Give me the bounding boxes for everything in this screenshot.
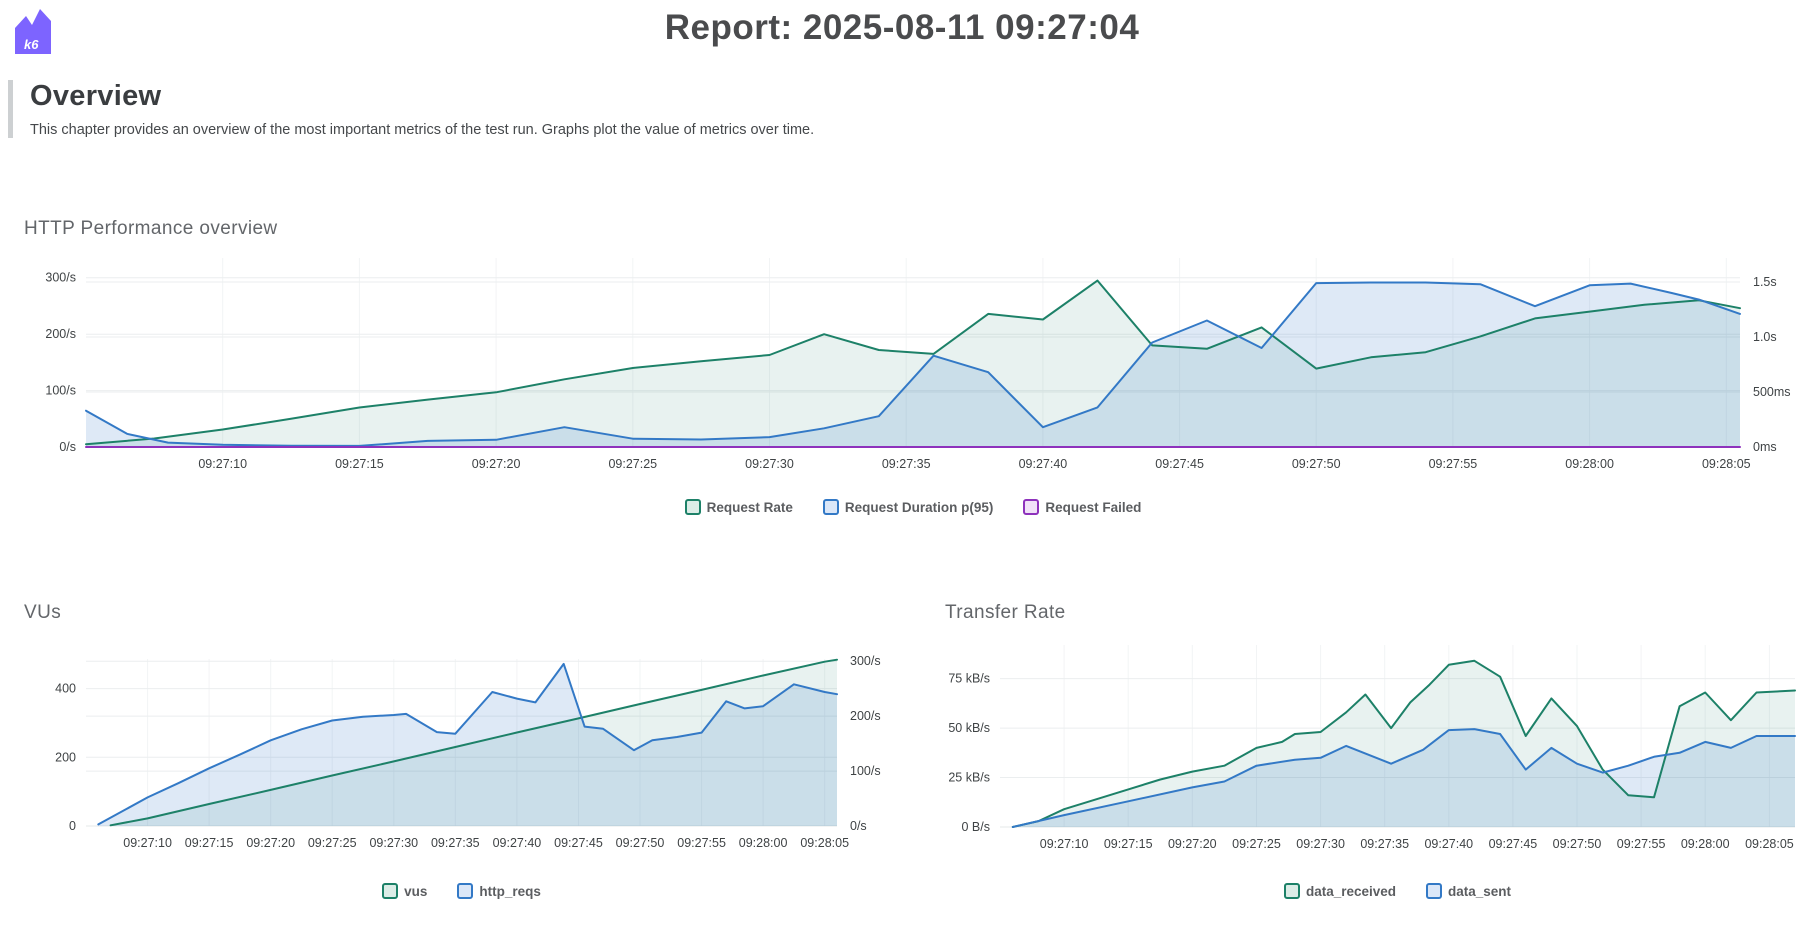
legend-swatch-icon bbox=[1426, 883, 1443, 899]
svg-text:25 kB/s: 25 kB/s bbox=[948, 771, 990, 785]
legend-swatch-icon bbox=[1283, 883, 1300, 899]
svg-text:0/s: 0/s bbox=[59, 440, 76, 454]
svg-text:100/s: 100/s bbox=[45, 384, 76, 398]
svg-text:09:27:35: 09:27:35 bbox=[431, 836, 480, 850]
svg-text:09:27:25: 09:27:25 bbox=[1232, 837, 1281, 851]
svg-text:300/s: 300/s bbox=[850, 654, 881, 668]
legend-swatch-icon bbox=[822, 499, 839, 515]
svg-text:09:27:15: 09:27:15 bbox=[185, 836, 234, 850]
svg-text:09:27:10: 09:27:10 bbox=[1040, 837, 1089, 851]
svg-text:200/s: 200/s bbox=[850, 709, 881, 723]
svg-text:09:27:45: 09:27:45 bbox=[1155, 457, 1204, 471]
svg-text:50 kB/s: 50 kB/s bbox=[948, 721, 990, 735]
svg-text:09:27:15: 09:27:15 bbox=[1104, 837, 1153, 851]
legend-label: data_sent bbox=[1448, 883, 1512, 899]
legend-label: data_received bbox=[1305, 883, 1397, 899]
legend-item-data-received[interactable]: data_received bbox=[1283, 883, 1397, 899]
svg-text:09:27:10: 09:27:10 bbox=[123, 836, 172, 850]
svg-text:09:27:50: 09:27:50 bbox=[616, 836, 665, 850]
svg-text:09:27:35: 09:27:35 bbox=[1360, 837, 1409, 851]
svg-text:400: 400 bbox=[55, 682, 76, 696]
svg-text:300/s: 300/s bbox=[45, 271, 76, 285]
legend-label: Request Duration p(95) bbox=[844, 499, 994, 515]
svg-text:09:27:20: 09:27:20 bbox=[472, 457, 521, 471]
svg-text:100/s: 100/s bbox=[850, 764, 881, 778]
svg-text:1.0s: 1.0s bbox=[1753, 330, 1777, 344]
legend-item-request-rate[interactable]: Request Rate bbox=[684, 499, 793, 515]
svg-text:09:27:55: 09:27:55 bbox=[1429, 457, 1478, 471]
svg-text:0ms: 0ms bbox=[1753, 440, 1777, 454]
svg-text:09:27:30: 09:27:30 bbox=[745, 457, 794, 471]
legend-swatch-icon bbox=[1023, 499, 1040, 515]
svg-text:09:27:25: 09:27:25 bbox=[608, 457, 657, 471]
svg-text:09:27:40: 09:27:40 bbox=[493, 836, 542, 850]
svg-text:0 B/s: 0 B/s bbox=[962, 820, 991, 834]
svg-text:09:27:55: 09:27:55 bbox=[677, 836, 726, 850]
legend-item-http-reqs[interactable]: http_reqs bbox=[457, 883, 541, 899]
svg-text:09:27:50: 09:27:50 bbox=[1553, 837, 1602, 851]
vus-legend: vus http_reqs bbox=[86, 880, 837, 902]
svg-text:09:28:05: 09:28:05 bbox=[1745, 837, 1794, 851]
legend-label: Request Rate bbox=[706, 499, 793, 515]
legend-item-data-sent[interactable]: data_sent bbox=[1426, 883, 1511, 899]
svg-text:09:28:00: 09:28:00 bbox=[1565, 457, 1614, 471]
svg-text:k6: k6 bbox=[24, 37, 39, 52]
legend-swatch-icon bbox=[684, 499, 701, 515]
svg-text:09:28:00: 09:28:00 bbox=[739, 836, 788, 850]
svg-text:200/s: 200/s bbox=[45, 327, 76, 341]
svg-text:09:27:15: 09:27:15 bbox=[335, 457, 384, 471]
svg-text:09:28:05: 09:28:05 bbox=[800, 836, 849, 850]
legend-item-request-failed[interactable]: Request Failed bbox=[1023, 499, 1141, 515]
legend-item-request-duration-p-95-[interactable]: Request Duration p(95) bbox=[822, 499, 994, 515]
legend-label: vus bbox=[404, 883, 428, 899]
svg-text:200: 200 bbox=[55, 750, 76, 764]
svg-text:09:28:00: 09:28:00 bbox=[1681, 837, 1730, 851]
svg-text:1.5s: 1.5s bbox=[1753, 275, 1777, 289]
svg-text:500ms: 500ms bbox=[1753, 385, 1791, 399]
svg-text:0: 0 bbox=[69, 819, 76, 833]
svg-text:09:27:45: 09:27:45 bbox=[554, 836, 603, 850]
page-title: Report: 2025-08-11 09:27:04 bbox=[664, 8, 1140, 47]
svg-text:09:27:40: 09:27:40 bbox=[1424, 837, 1473, 851]
svg-text:09:27:20: 09:27:20 bbox=[1168, 837, 1217, 851]
chart-title-http-performance: HTTP Performance overview bbox=[24, 218, 278, 239]
svg-text:09:27:30: 09:27:30 bbox=[1296, 837, 1345, 851]
svg-text:09:27:30: 09:27:30 bbox=[369, 836, 418, 850]
legend-swatch-icon bbox=[457, 883, 474, 899]
section-description: This chapter provides an overview of the… bbox=[30, 122, 815, 138]
svg-text:75 kB/s: 75 kB/s bbox=[948, 672, 990, 686]
svg-text:09:27:50: 09:27:50 bbox=[1292, 457, 1341, 471]
svg-text:09:27:45: 09:27:45 bbox=[1489, 837, 1538, 851]
svg-text:09:27:40: 09:27:40 bbox=[1019, 457, 1068, 471]
svg-text:09:27:10: 09:27:10 bbox=[198, 457, 247, 471]
chart-title-vus: VUs bbox=[24, 602, 62, 623]
overview-section: Overview This chapter provides an overvi… bbox=[8, 80, 1430, 138]
legend-swatch-icon bbox=[382, 883, 399, 899]
http-performance-legend: Request Rate Request Duration p(95) Reques… bbox=[86, 496, 1740, 518]
legend-label: Request Failed bbox=[1045, 499, 1142, 515]
legend-item-vus[interactable]: vus bbox=[382, 883, 427, 899]
section-title: Overview bbox=[30, 80, 162, 112]
svg-text:09:27:25: 09:27:25 bbox=[308, 836, 357, 850]
k6-logo-icon: k6 bbox=[15, 9, 51, 54]
svg-text:09:27:20: 09:27:20 bbox=[246, 836, 295, 850]
chart-title-transfer-rate: Transfer Rate bbox=[945, 602, 1066, 623]
legend-label: http_reqs bbox=[479, 883, 541, 899]
transfer-rate-legend: data_received data_sent bbox=[1000, 880, 1795, 902]
svg-text:09:27:35: 09:27:35 bbox=[882, 457, 931, 471]
svg-text:0/s: 0/s bbox=[850, 819, 867, 833]
svg-text:09:27:55: 09:27:55 bbox=[1617, 837, 1666, 851]
svg-text:09:28:05: 09:28:05 bbox=[1702, 457, 1751, 471]
